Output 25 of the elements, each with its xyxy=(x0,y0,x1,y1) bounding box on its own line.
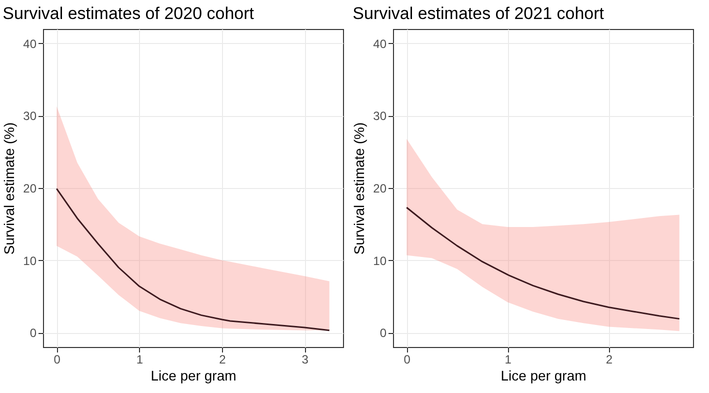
y-tick-label: 30 xyxy=(373,109,387,124)
y-tick-label: 30 xyxy=(23,109,37,124)
y-axis-title: Survival estimate (%) xyxy=(351,122,368,255)
line-series xyxy=(406,206,680,320)
y-tick-label: 0 xyxy=(380,326,387,340)
x-axis-title: Lice per gram xyxy=(500,368,586,384)
y-axis-title: Survival estimate (%) xyxy=(1,122,18,255)
y-tick-label: 0 xyxy=(30,326,37,340)
chart-title: Survival estimates of 2021 cohort xyxy=(352,4,604,23)
x-tick-label: 3 xyxy=(302,352,309,366)
y-tick-label: 10 xyxy=(373,254,387,268)
x-tick-label: 2 xyxy=(606,352,613,366)
y-tick-label: 10 xyxy=(23,254,37,268)
x-tick-label: 1 xyxy=(136,352,144,366)
y-tick-label: 40 xyxy=(373,36,387,51)
x-tick-label: 0 xyxy=(404,352,411,366)
x-tick-label: 0 xyxy=(54,352,61,366)
x-tick-label: 1 xyxy=(504,352,512,366)
line-series xyxy=(56,188,330,332)
x-tick-label: 2 xyxy=(219,352,226,366)
y-tick-label: 40 xyxy=(23,36,37,51)
y-tick-label: 20 xyxy=(23,182,37,196)
y-tick-label: 20 xyxy=(373,182,387,196)
chart-title: Survival estimates of 2020 cohort xyxy=(2,4,254,23)
x-axis-title: Lice per gram xyxy=(150,368,236,384)
